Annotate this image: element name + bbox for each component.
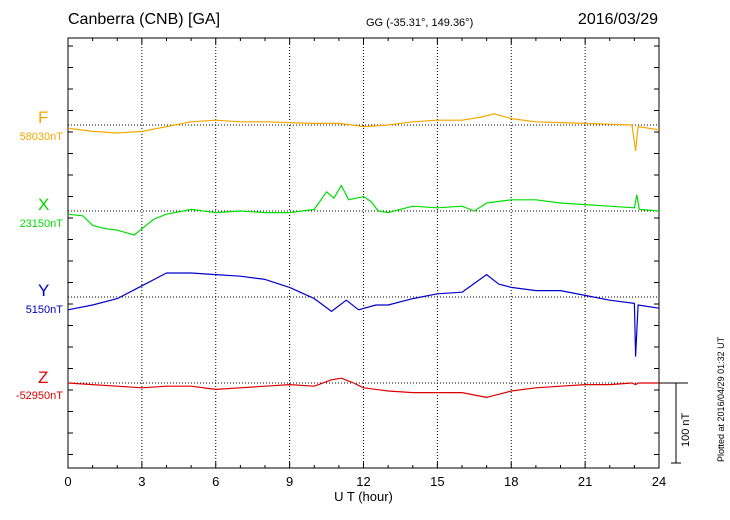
station-title: Canberra (CNB) [GA] — [68, 11, 221, 28]
series-label-y: Y — [38, 281, 50, 300]
baseline-label-x: 23150nT — [19, 218, 63, 230]
x-tick-label: 21 — [578, 474, 592, 489]
baseline-label-z: -52950nT — [15, 390, 63, 402]
date-label: 2016/03/29 — [577, 11, 658, 28]
series-line-x — [67, 184, 660, 236]
baseline-label-y: 5150nT — [25, 304, 63, 316]
scale-bar-label: 100 nT — [680, 412, 692, 447]
x-tick-label: 3 — [138, 474, 145, 489]
x-tick-label: 15 — [430, 474, 444, 489]
coordinates-label: GG (-35.31°, 149.36°) — [366, 17, 474, 29]
x-tick-label: 6 — [212, 474, 219, 489]
series-line-z — [67, 377, 659, 398]
series-label-f: F — [38, 108, 49, 127]
series-line-f — [67, 113, 660, 152]
series-label-x: X — [38, 195, 50, 214]
plot-frame — [67, 37, 660, 469]
plotted-timestamp: Plotted at 2016/04/29 01:32 UT — [716, 336, 726, 462]
x-tick-label: 9 — [286, 474, 293, 489]
x-tick-label: 0 — [64, 474, 71, 489]
series-line-y — [67, 272, 660, 357]
x-axis-label: U T (hour) — [334, 489, 393, 504]
baseline-label-f: 58030nT — [19, 131, 63, 143]
x-tick-label: 18 — [504, 474, 518, 489]
x-tick-label: 12 — [356, 474, 370, 489]
series-label-z: Z — [38, 368, 49, 387]
x-tick-label: 24 — [652, 474, 666, 489]
